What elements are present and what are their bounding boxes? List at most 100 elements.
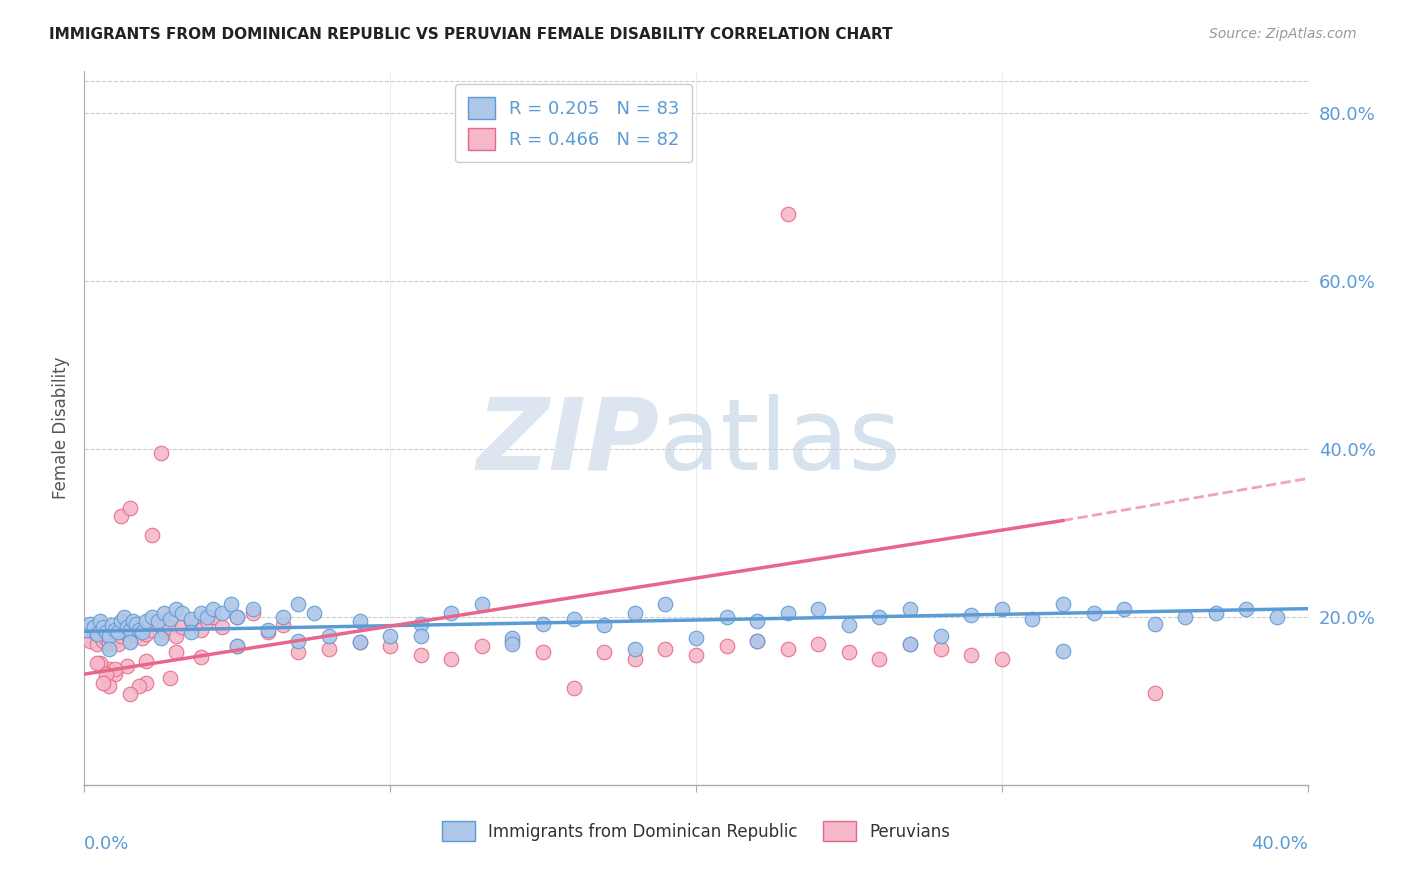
Point bbox=[201, 610, 224, 624]
Point bbox=[624, 642, 647, 657]
Point bbox=[869, 610, 891, 624]
Point bbox=[929, 642, 952, 657]
Point bbox=[128, 625, 150, 640]
Point bbox=[146, 614, 169, 628]
Point bbox=[79, 616, 101, 631]
Point bbox=[94, 625, 117, 640]
Point bbox=[991, 652, 1014, 666]
Point bbox=[195, 610, 218, 624]
Point bbox=[349, 614, 371, 628]
Point bbox=[302, 606, 325, 620]
Text: Source: ZipAtlas.com: Source: ZipAtlas.com bbox=[1209, 27, 1357, 41]
Point bbox=[141, 623, 163, 637]
Text: 0.0%: 0.0% bbox=[84, 835, 129, 853]
Point bbox=[83, 625, 105, 640]
Point bbox=[120, 635, 142, 649]
Point bbox=[898, 637, 921, 651]
Point bbox=[287, 633, 309, 648]
Point bbox=[226, 640, 249, 654]
Point bbox=[471, 598, 494, 612]
Point bbox=[1052, 598, 1074, 612]
Point bbox=[79, 633, 101, 648]
Point bbox=[190, 650, 212, 665]
Point bbox=[112, 610, 135, 624]
Point bbox=[120, 633, 142, 648]
Point bbox=[97, 628, 120, 642]
Point bbox=[172, 606, 194, 620]
Point bbox=[257, 623, 280, 637]
Point bbox=[1236, 601, 1258, 615]
Point bbox=[318, 628, 340, 642]
Point bbox=[149, 631, 172, 645]
Point bbox=[131, 625, 153, 640]
Point bbox=[349, 635, 371, 649]
Point bbox=[716, 640, 738, 654]
Point bbox=[104, 623, 127, 637]
Point bbox=[97, 642, 120, 657]
Point bbox=[440, 606, 463, 620]
Point bbox=[141, 610, 163, 624]
Point bbox=[960, 608, 983, 623]
Point bbox=[122, 614, 145, 628]
Point bbox=[101, 618, 124, 632]
Point bbox=[94, 667, 117, 681]
Point bbox=[1143, 616, 1166, 631]
Point bbox=[242, 606, 264, 620]
Point bbox=[91, 675, 114, 690]
Point bbox=[1114, 601, 1136, 615]
Y-axis label: Female Disability: Female Disability bbox=[52, 357, 70, 500]
Point bbox=[180, 612, 202, 626]
Point bbox=[409, 628, 432, 642]
Point bbox=[135, 627, 157, 641]
Point bbox=[654, 642, 676, 657]
Point bbox=[89, 657, 111, 671]
Point bbox=[83, 620, 105, 634]
Point bbox=[219, 598, 242, 612]
Point bbox=[807, 601, 830, 615]
Point bbox=[122, 623, 145, 637]
Point bbox=[271, 618, 294, 632]
Point bbox=[1143, 685, 1166, 699]
Point bbox=[165, 628, 187, 642]
Point bbox=[440, 652, 463, 666]
Point bbox=[226, 610, 249, 624]
Point bbox=[685, 631, 707, 645]
Point bbox=[349, 635, 371, 649]
Point bbox=[471, 640, 494, 654]
Point bbox=[776, 642, 799, 657]
Point bbox=[97, 679, 120, 693]
Point bbox=[153, 606, 176, 620]
Point bbox=[1174, 610, 1197, 624]
Point bbox=[128, 623, 150, 637]
Point bbox=[502, 631, 524, 645]
Point bbox=[318, 642, 340, 657]
Point bbox=[107, 637, 129, 651]
Point bbox=[838, 618, 860, 632]
Point bbox=[409, 648, 432, 662]
Point bbox=[120, 500, 142, 515]
Text: ZIP: ZIP bbox=[477, 394, 659, 491]
Point bbox=[101, 628, 124, 642]
Point bbox=[776, 606, 799, 620]
Point bbox=[165, 601, 187, 615]
Point bbox=[562, 612, 585, 626]
Point bbox=[271, 610, 294, 624]
Point bbox=[562, 681, 585, 696]
Point bbox=[716, 610, 738, 624]
Point bbox=[180, 614, 202, 628]
Point bbox=[135, 614, 157, 628]
Point bbox=[1052, 643, 1074, 657]
Point bbox=[135, 675, 157, 690]
Point bbox=[141, 528, 163, 542]
Point bbox=[624, 652, 647, 666]
Point bbox=[287, 645, 309, 659]
Point bbox=[960, 648, 983, 662]
Point bbox=[125, 628, 148, 642]
Point bbox=[104, 633, 127, 648]
Point bbox=[89, 628, 111, 642]
Point bbox=[747, 614, 769, 628]
Legend: Immigrants from Dominican Republic, Peruvians: Immigrants from Dominican Republic, Peru… bbox=[434, 814, 957, 848]
Point bbox=[1021, 612, 1043, 626]
Point bbox=[131, 631, 153, 645]
Point bbox=[1265, 610, 1288, 624]
